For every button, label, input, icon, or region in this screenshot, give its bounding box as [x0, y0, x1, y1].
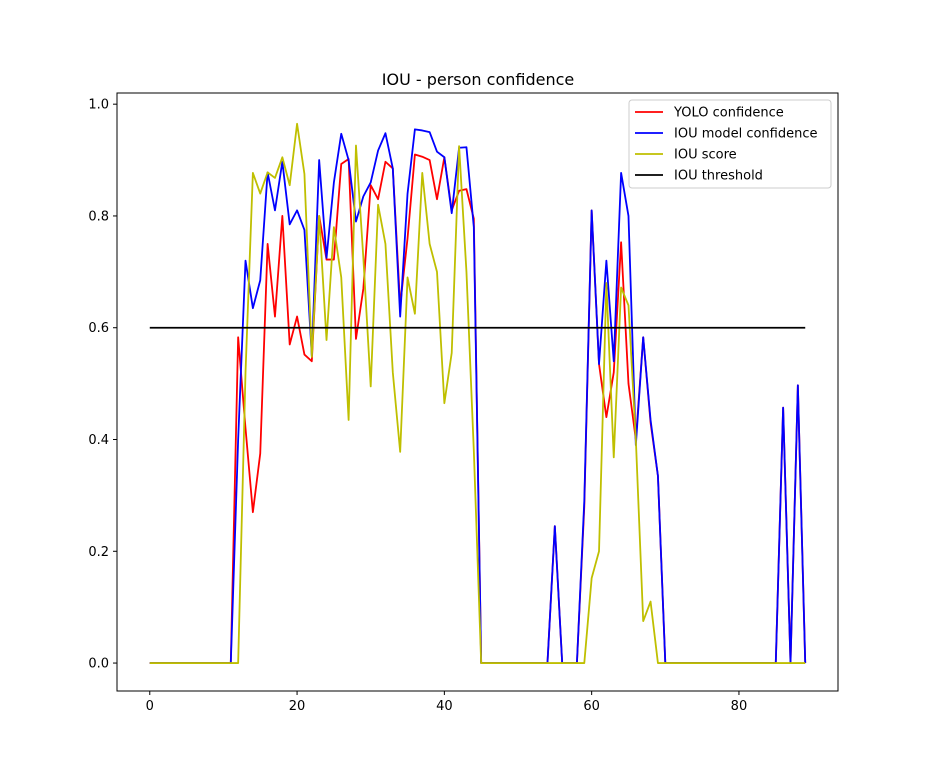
y-tick-label: 1.0	[88, 98, 109, 113]
series-lines	[149, 122, 807, 664]
x-tick-label: 40	[436, 699, 453, 714]
legend-label: IOU threshold	[674, 169, 763, 184]
series-line-iou-model-confidence	[149, 128, 807, 664]
legend: YOLO confidence IOU model confidence IOU s…	[628, 99, 832, 189]
x-axis: 0 20 40 60 80	[146, 691, 748, 714]
chart-title: IOU - person confidence	[382, 70, 574, 89]
legend-box	[628, 99, 832, 189]
x-tick-label: 20	[289, 699, 306, 714]
y-tick-label: 0.0	[88, 657, 109, 672]
x-tick-label: 80	[731, 699, 748, 714]
y-tick-label: 0.8	[88, 209, 109, 224]
y-tick-label: 0.4	[88, 433, 109, 448]
legend-label: IOU score	[674, 148, 737, 163]
plot-area	[116, 92, 839, 692]
y-tick-label: 0.6	[88, 321, 109, 336]
y-axis: 0.0 0.2 0.4 0.6 0.8 1.0	[88, 98, 117, 672]
y-tick-label: 0.2	[88, 545, 109, 560]
legend-label: YOLO confidence	[673, 106, 784, 121]
x-tick-label: 60	[583, 699, 600, 714]
legend-label: IOU model confidence	[674, 127, 818, 142]
series-line-iou-score	[149, 122, 806, 664]
x-tick-label: 0	[146, 699, 154, 714]
